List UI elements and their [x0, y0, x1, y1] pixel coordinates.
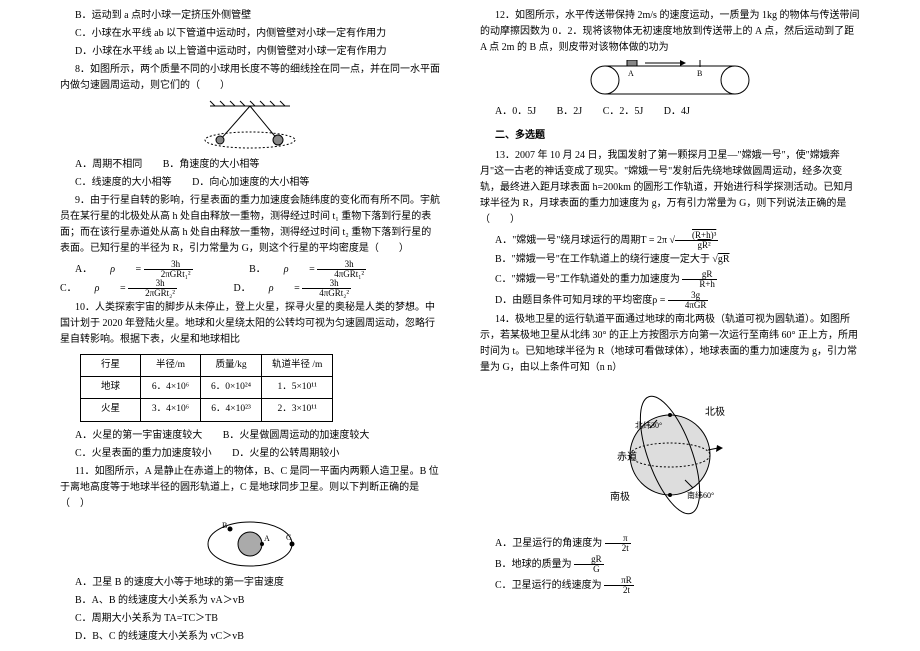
svg-text:B: B [697, 69, 702, 78]
q11-option-A: A．卫星 B 的速度大小等于地球的第一宇宙速度 [60, 575, 440, 591]
q8-option-D: D．向心加速度的大小相等 [192, 177, 309, 188]
q10-option-C: C．火星表面的重力加速度较小 [75, 448, 212, 459]
q13-option-A: A．"嫦娥一号"绕月球运行的周期T = 2π √(R+h)³gR² [480, 231, 860, 250]
q9-option-C: C．ρ = 3h2πGRt₂² [60, 283, 216, 294]
q9-option-B: B．ρ = 3h4πGRt₁² [249, 264, 402, 275]
q14-figure: 北极 南极 赤道 北纬30° 南纬60° [595, 380, 745, 530]
svg-text:北极: 北极 [705, 405, 725, 418]
q8-options-row1: A．周期不相同 B．角速度的大小相等 [60, 157, 440, 173]
q12-option-B: B．2J [557, 106, 583, 117]
table-row-earth: 地球 6．4×10⁶ 6．0×10²⁴ 1．5×10¹¹ [81, 377, 333, 399]
q7-option-B: B．运动到 a 点时小球一定挤压外侧管壁 [60, 8, 440, 24]
q9-stem: 9．由于行星自转的影响，行星表面的重力加速度会随纬度的变化而有所不同。宇航员在某… [60, 193, 440, 257]
q8-option-C: C．线速度的大小相等 [75, 177, 172, 188]
q10-table: 行星 半径/m 质量/kg 轨道半径 /m 地球 6．4×10⁶ 6．0×10²… [80, 354, 333, 422]
section-2-title: 二、多选题 [480, 128, 860, 144]
svg-text:C: C [286, 533, 291, 542]
q8-option-B: B．角速度的大小相等 [163, 159, 260, 170]
q13-option-D: D．由题目条件可知月球的平均密度ρ = 3g4πGR [480, 291, 860, 310]
q13-option-B: B．"嫦娥一号"在工作轨道上的绕行速度一定大于 √gR [480, 252, 860, 268]
q14-option-A: A．卫星运行的角速度为 π2t [480, 534, 860, 553]
svg-text:A: A [628, 69, 634, 78]
q9-option-A: A．ρ = 3h2πGRt₁² [75, 264, 231, 275]
q11-option-D: D．B、C 的线速度大小关系为 vC＞vB [60, 629, 440, 645]
q12-option-A: A．0．5J [495, 106, 536, 117]
right-column: 12．如图所示，水平传送带保持 2m/s 的速度运动，一质量为 1kg 的物体与… [460, 8, 900, 643]
q10-options-row2: C．火星表面的重力加速度较小 D．火星的公转周期较小 [60, 446, 440, 462]
q11-option-C: C．周期大小关系为 TA=TC＞TB [60, 611, 440, 627]
col-mass: 质量/kg [201, 355, 262, 377]
q14-option-C: C．卫星运行的线速度为 πR2t [480, 576, 860, 595]
col-orbit: 轨道半径 /m [262, 355, 333, 377]
table-row-mars: 火星 3．4×10⁶ 6．4×10²³ 2．3×10¹¹ [81, 399, 333, 421]
q11-figure: A B C [200, 516, 300, 571]
table-header-row: 行星 半径/m 质量/kg 轨道半径 /m [81, 355, 333, 377]
q12-stem: 12．如图所示，水平传送带保持 2m/s 的速度运动，一质量为 1kg 的物体与… [480, 8, 860, 56]
q7-option-C: C．小球在水平线 ab 以下管道中运动时，内侧管壁对小球一定有作用力 [60, 26, 440, 42]
q9-options: A．ρ = 3h2πGRt₁² B．ρ = 3h4πGRt₁² C．ρ = 3h… [60, 260, 440, 298]
q10-stem: 10．人类探索宇宙的脚步从未停止，登上火星，探寻火星的奥秘是人类的梦想。中国计划… [60, 300, 440, 348]
q10-option-D: D．火星的公转周期较小 [232, 448, 339, 459]
q9-option-D: D．ρ = 3h4πGRt₂² [234, 283, 388, 294]
col-radius: 半径/m [141, 355, 201, 377]
q12-figure: A B [580, 60, 760, 100]
col-planet: 行星 [81, 355, 141, 377]
svg-text:赤道: 赤道 [617, 450, 637, 463]
svg-text:B: B [222, 521, 227, 530]
q10-option-B: B．火星做圆周运动的加速度较大 [223, 430, 370, 441]
q14-stem: 14．极地卫星的运行轨道平面通过地球的南北两极（轨道可视为圆轨道）。如图所示，若… [480, 312, 860, 376]
q14-option-B: B．地球的质量为 gRG [480, 555, 860, 574]
q8-stem: 8．如图所示，两个质量不同的小球用长度不等的细线拴在同一点，并在同一水平面内做匀… [60, 62, 440, 94]
q12-options: A．0．5J B．2J C．2．5J D．4J [480, 104, 860, 120]
q10-option-A: A．火星的第一宇宙速度较大 [75, 430, 202, 441]
left-column: B．运动到 a 点时小球一定挤压外侧管壁 C．小球在水平线 ab 以下管道中运动… [20, 8, 460, 643]
svg-text:南纬60°: 南纬60° [687, 490, 714, 500]
svg-text:A: A [264, 534, 270, 543]
q8-options-row2: C．线速度的大小相等 D．向心加速度的大小相等 [60, 175, 440, 191]
q12-option-C: C．2．5J [603, 106, 644, 117]
q11-option-B: B．A、B 的线速度大小关系为 vA＞vB [60, 593, 440, 609]
q10-options-row1: A．火星的第一宇宙速度较大 B．火星做圆周运动的加速度较大 [60, 428, 440, 444]
q12-option-D: D．4J [664, 106, 690, 117]
q7-option-D: D．小球在水平线 ab 以上管道中运动时，内侧管壁对小球一定有作用力 [60, 44, 440, 60]
svg-text:南极: 南极 [610, 490, 630, 503]
q11-stem: 11．如图所示，A 是静止在赤道上的物体，B、C 是同一平面内两颗人造卫星。B … [60, 464, 440, 512]
q13-option-C: C．"嫦娥一号"工作轨道处的重力加速度为 gRR+h [480, 270, 860, 289]
q8-option-A: A．周期不相同 [75, 159, 142, 170]
q13-stem: 13．2007 年 10 月 24 日，我国发射了第一颗探月卫星—"嫦娥一号"，… [480, 148, 860, 228]
q8-figure [190, 98, 310, 153]
svg-text:北纬30°: 北纬30° [635, 420, 662, 430]
